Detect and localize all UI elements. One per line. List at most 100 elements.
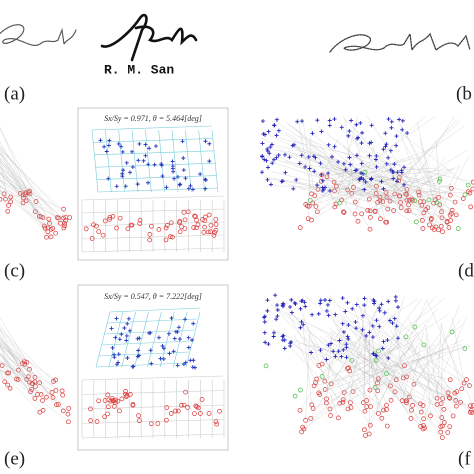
feature-plus	[353, 168, 358, 173]
feature-plus	[273, 293, 278, 298]
feature-plus	[175, 363, 180, 368]
feature-circle	[322, 387, 328, 392]
grid-line	[81, 390, 225, 395]
match-line	[261, 131, 377, 187]
feature-plus	[400, 118, 405, 123]
feature-circle	[447, 377, 453, 383]
match-line	[334, 158, 403, 192]
feature-circle	[119, 396, 125, 402]
feature-plus	[347, 129, 352, 134]
match-line	[377, 296, 405, 391]
feature-plus	[281, 333, 286, 338]
feature-plus	[299, 119, 304, 124]
feature-circle	[417, 199, 423, 205]
feature-plus	[266, 165, 271, 170]
match-line	[408, 318, 456, 401]
match-line	[337, 328, 421, 427]
feature-circle	[202, 214, 208, 220]
feature-circle	[198, 411, 203, 416]
feature-plus	[354, 122, 359, 127]
match-line	[318, 164, 428, 208]
feature-circle	[167, 234, 173, 240]
feature-plus	[339, 125, 344, 130]
feature-circle	[364, 398, 369, 403]
feature-plus	[166, 331, 171, 336]
feature-plus	[405, 131, 410, 136]
feature-circle	[328, 413, 333, 418]
feature-circle	[367, 226, 373, 232]
feature-plus	[262, 157, 267, 162]
match-line	[317, 165, 451, 221]
match-line	[415, 185, 453, 211]
feature-circle	[446, 395, 452, 400]
feature-circle	[312, 193, 318, 199]
match-line	[0, 158, 29, 193]
feature-circle	[438, 223, 444, 229]
feature-plus	[353, 320, 358, 325]
feature-circle	[105, 392, 111, 398]
feature-circle	[380, 199, 386, 204]
feature-plus	[124, 333, 129, 338]
feature-plus	[164, 185, 169, 190]
feature-circle	[193, 214, 198, 219]
feature-plus	[369, 140, 374, 145]
match-line	[0, 336, 43, 401]
feature-plus	[190, 338, 195, 343]
feature-circle	[454, 389, 460, 394]
feature-plus	[359, 175, 364, 180]
match-line	[403, 337, 457, 407]
feature-circle	[384, 371, 389, 376]
feature-plus	[333, 354, 338, 359]
feature-circle	[468, 403, 473, 409]
grid-line	[159, 311, 175, 368]
feature-circle	[436, 194, 441, 200]
feature-circle	[60, 408, 66, 414]
feature-circle	[368, 215, 373, 220]
feature-circle	[349, 358, 355, 363]
feature-plus	[402, 182, 407, 187]
feature-plus	[271, 330, 276, 335]
match-line	[0, 356, 42, 395]
feature-plus	[116, 141, 121, 146]
feature-plus	[193, 365, 197, 370]
match-line	[387, 348, 450, 398]
feature-circle	[403, 334, 409, 340]
match-line	[324, 325, 349, 382]
grid-line	[105, 129, 112, 193]
feature-circle	[137, 221, 143, 226]
feature-plus	[374, 153, 379, 158]
feature-circle	[33, 199, 39, 204]
feature-circle	[88, 406, 93, 412]
feature-circle	[7, 385, 13, 391]
match-line	[324, 338, 367, 401]
feature-plus	[360, 327, 365, 332]
match-line	[366, 115, 425, 202]
feature-plus	[358, 120, 363, 125]
match-line	[292, 312, 371, 426]
feature-plus	[389, 119, 394, 124]
grid-line	[171, 129, 179, 193]
feature-plus	[323, 298, 328, 303]
panel-label: (d	[458, 260, 474, 281]
match-line	[261, 137, 348, 191]
match-line	[0, 341, 56, 380]
feature-plus	[315, 118, 320, 123]
match-line	[369, 168, 455, 200]
feature-plus	[363, 179, 368, 184]
feature-circle	[462, 346, 468, 351]
match-line	[370, 170, 422, 211]
feature-plus	[292, 300, 297, 305]
feature-plus	[325, 302, 330, 307]
match-line	[0, 141, 44, 218]
match-line	[368, 340, 379, 414]
feature-plus	[289, 339, 294, 344]
feature-circle	[128, 392, 133, 397]
match-line	[272, 153, 394, 211]
match-line	[0, 166, 31, 195]
match-line	[0, 193, 11, 202]
feature-circle	[168, 220, 174, 226]
feature-circle	[149, 223, 154, 229]
feature-circle	[459, 386, 465, 392]
feature-plus	[347, 155, 352, 160]
feature-plus	[340, 296, 345, 301]
